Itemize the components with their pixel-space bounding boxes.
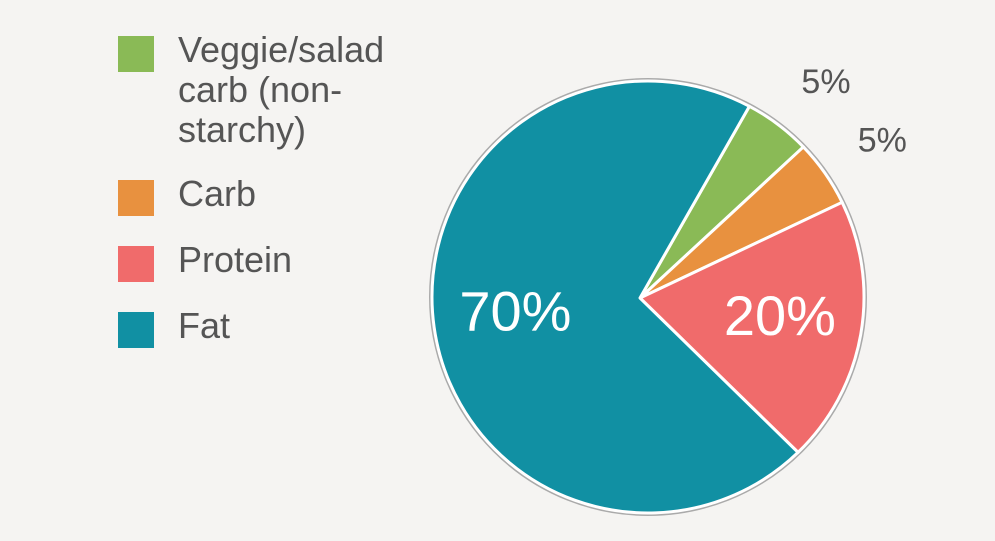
legend-label: Fat — [178, 305, 231, 346]
legend: Veggie/salad carb (non-starchy) Carb Prote… — [118, 30, 448, 372]
legend-label: Protein — [178, 239, 293, 280]
legend-item: Protein — [118, 240, 448, 282]
legend-swatch — [118, 180, 154, 216]
value-label: 70% — [459, 279, 571, 342]
legend-swatch — [118, 312, 154, 348]
legend-label: Carb — [178, 173, 257, 214]
pie-slice — [430, 79, 800, 515]
legend-item: Fat — [118, 306, 448, 348]
pie-slice — [638, 200, 866, 454]
legend-swatch — [118, 246, 154, 282]
value-label: 5% — [858, 121, 907, 159]
legend-swatch — [118, 36, 154, 72]
value-label: 5% — [801, 63, 850, 101]
legend-item: Carb — [118, 174, 448, 216]
legend-item: Veggie/salad carb (non-starchy) — [118, 30, 448, 150]
legend-label: Veggie/salad carb (non-starchy) — [178, 29, 385, 150]
value-label: 20% — [724, 284, 836, 347]
